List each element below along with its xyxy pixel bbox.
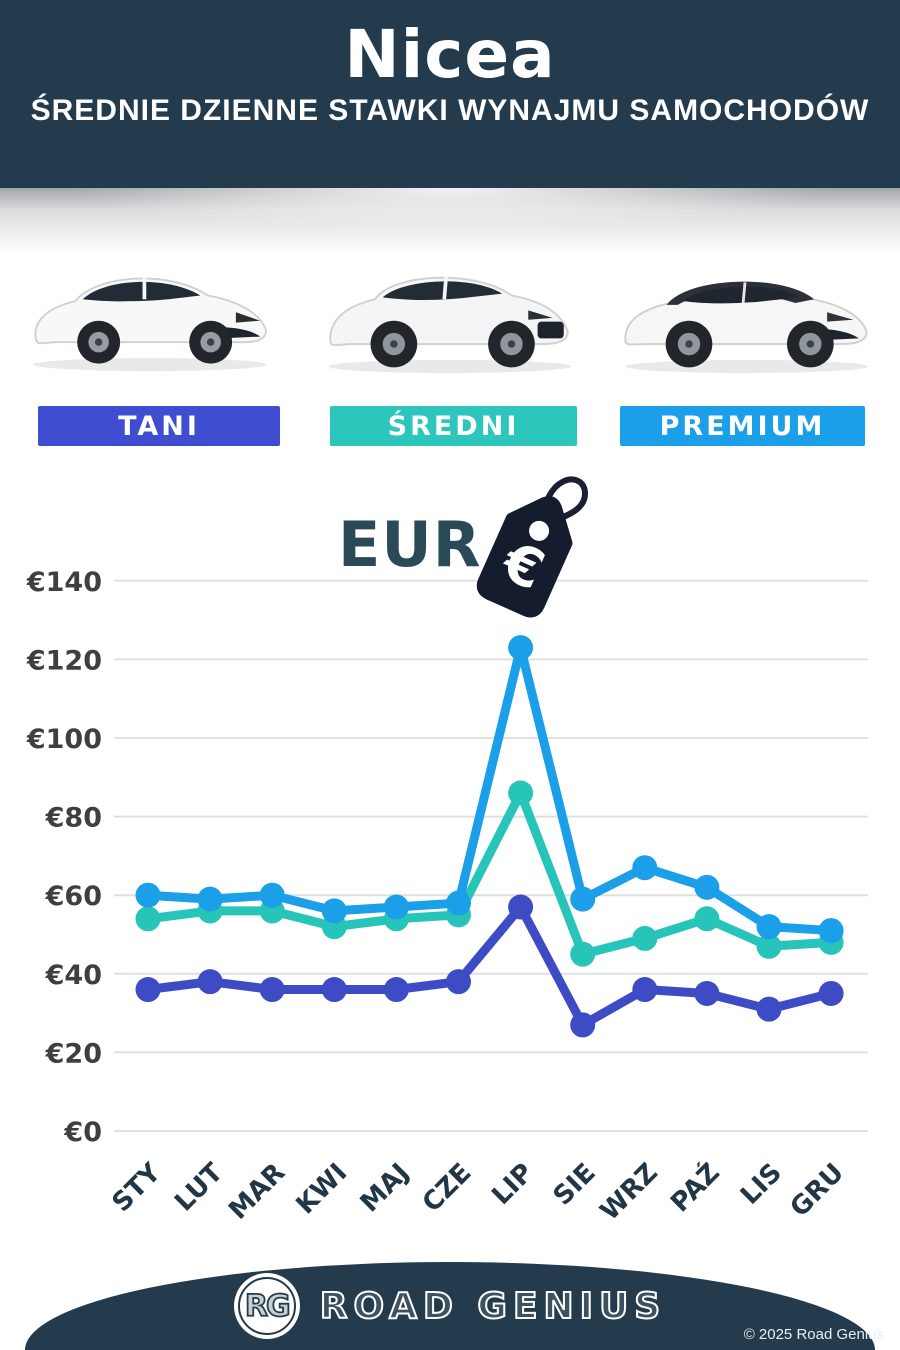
tier-label-cheap: TANI (38, 406, 280, 446)
series-point-TANI (197, 969, 223, 995)
brand-logo: RG (233, 1273, 300, 1339)
y-tick-label: €120 (26, 645, 102, 676)
brand-logo-initials: RG (244, 1288, 292, 1325)
x-tick-label: MAJ (355, 1158, 416, 1219)
page-title: Nicea (344, 16, 556, 93)
series-point-ŚREDNI (135, 906, 161, 932)
x-tick-label: MAR (223, 1158, 291, 1220)
economy-car-illustration (33, 276, 267, 372)
x-tick-label: LUT (169, 1158, 229, 1218)
y-tick-label: €140 (26, 567, 102, 598)
y-tick-label: €60 (45, 881, 102, 912)
premium-car-illustration (624, 281, 869, 373)
series-point-PREMIUM (383, 894, 409, 920)
series-point-TANI (508, 894, 534, 920)
x-tick-label: STY (107, 1157, 168, 1218)
series-point-TANI (632, 977, 658, 1003)
currency-label: EUR (338, 508, 482, 581)
brand-name: ROAD GENIUS (319, 1285, 667, 1328)
series-point-TANI (694, 980, 720, 1006)
tier-label-premium: PREMIUM (620, 406, 865, 446)
premium-car-image (605, 212, 885, 407)
series-point-PREMIUM (259, 882, 285, 908)
page-subtitle: ŚREDNIE DZIENNE STAWKI WYNAJMU SAMOCHODÓ… (30, 94, 870, 127)
series-point-ŚREDNI (632, 925, 658, 951)
x-tick-label: CZE (417, 1158, 478, 1219)
header-gradient-band (0, 188, 900, 252)
copyright-text: © 2025 Road Genius (743, 1326, 884, 1343)
series-point-ŚREDNI (508, 780, 534, 806)
series-point-PREMIUM (446, 890, 471, 916)
series-point-PREMIUM (321, 898, 347, 924)
series-point-PREMIUM (570, 886, 596, 912)
x-tick-label: GRU (785, 1158, 850, 1220)
y-tick-label: €20 (45, 1038, 102, 1069)
euro-tag-icon: € (476, 476, 588, 618)
x-tick-label: PAŹ (664, 1156, 726, 1218)
series-point-ŚREDNI (570, 941, 596, 967)
tier-label-mid: ŚREDNI (330, 406, 577, 446)
series-point-TANI (383, 977, 409, 1003)
series-line-PREMIUM (143, 643, 836, 936)
series-point-PREMIUM (135, 882, 161, 908)
series-point-ŚREDNI (694, 906, 720, 932)
y-tick-label: €40 (45, 960, 102, 991)
series-point-TANI (570, 1012, 596, 1038)
series-point-TANI (321, 977, 347, 1003)
series-point-PREMIUM (818, 918, 844, 944)
midsize-car-illustration (328, 276, 572, 373)
x-tick-label: LIP (486, 1158, 539, 1211)
y-tick-label: €100 (26, 724, 102, 755)
series-point-PREMIUM (756, 914, 782, 940)
series-point-PREMIUM (197, 886, 223, 912)
x-tick-label: SIE (548, 1158, 602, 1212)
header-banner: Nicea ŚREDNIE DZIENNE STAWKI WYNAJMU SAM… (0, 0, 900, 188)
midsize-car-image (308, 212, 588, 407)
x-tick-label: KWI (291, 1158, 354, 1220)
price-tag-icon: € (448, 450, 623, 625)
series-point-TANI (259, 977, 285, 1003)
series-point-PREMIUM (508, 635, 534, 661)
y-tick-label: €0 (63, 1117, 102, 1148)
series-point-TANI (756, 996, 782, 1022)
x-tick-label: WRZ (595, 1158, 664, 1220)
x-tick-label: LIS (735, 1158, 788, 1211)
series-point-ŚREDNI (756, 933, 782, 959)
economy-car-image (10, 212, 290, 407)
y-tick-label: €80 (45, 803, 102, 834)
series-point-PREMIUM (694, 874, 720, 900)
series-point-PREMIUM (632, 855, 658, 881)
series-point-TANI (446, 969, 471, 995)
series-point-TANI (818, 980, 844, 1006)
series-point-TANI (135, 977, 161, 1003)
